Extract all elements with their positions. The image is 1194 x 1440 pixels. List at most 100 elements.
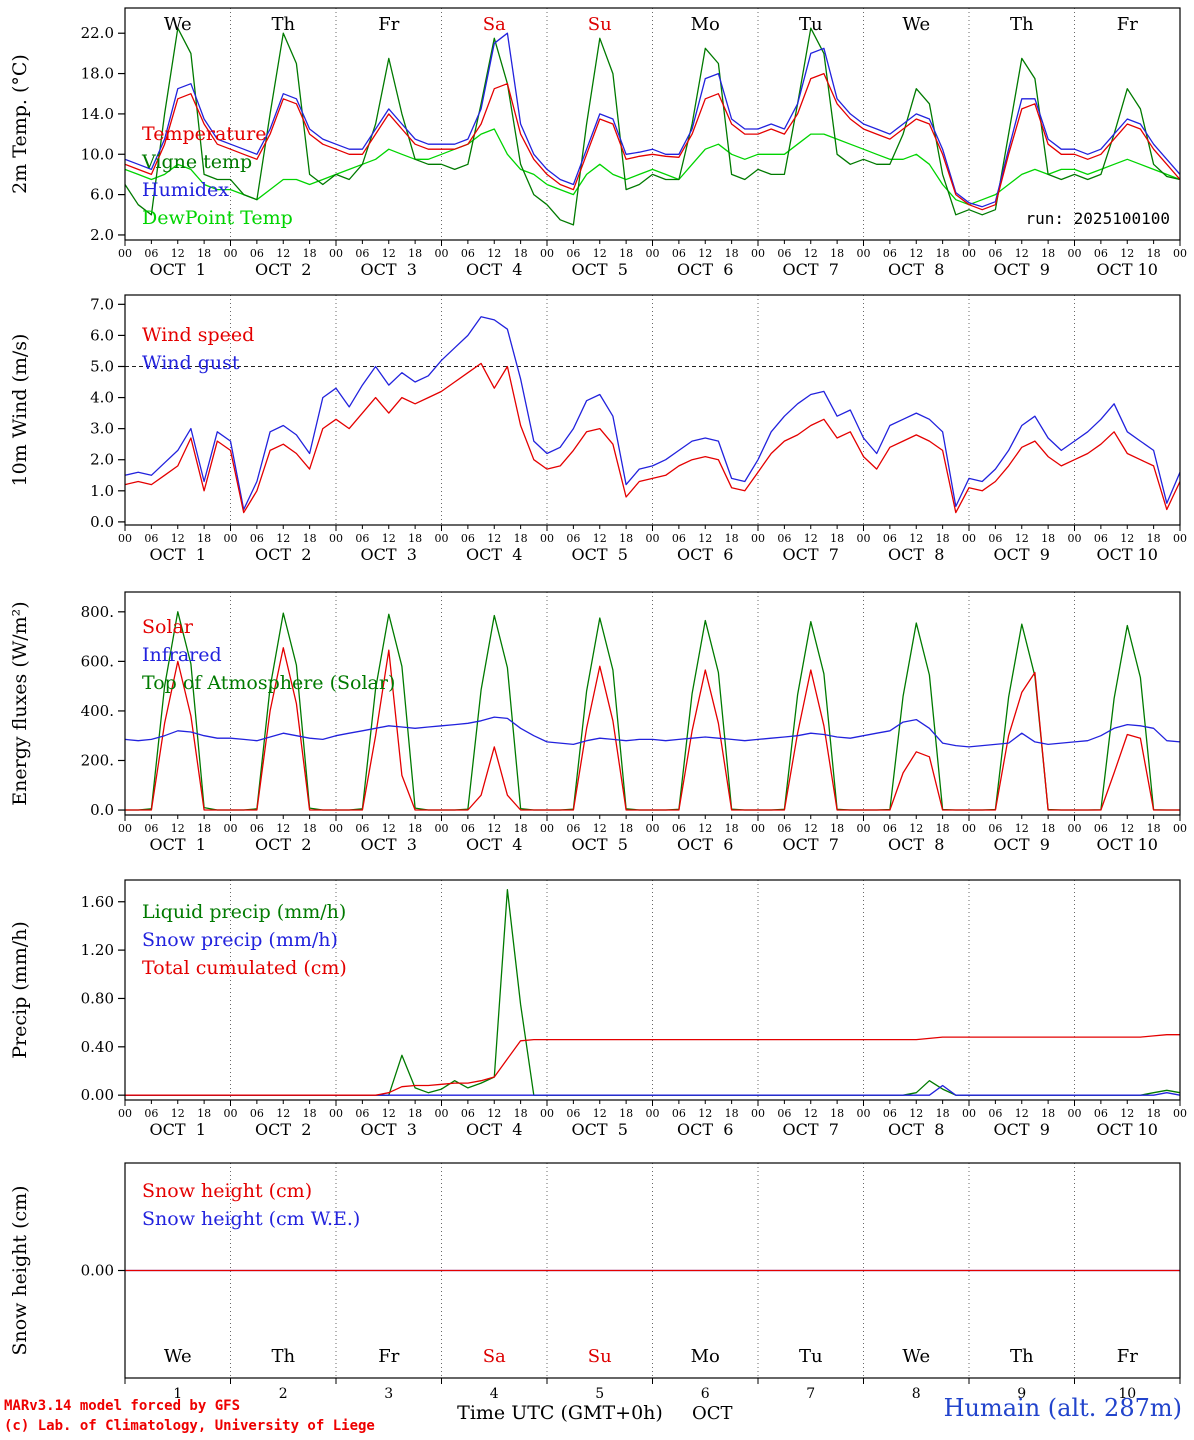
hour-tick-label: 12: [698, 247, 712, 260]
hour-tick-label: 06: [672, 822, 686, 835]
hour-tick-label: 12: [487, 247, 501, 260]
hour-tick-label: 00: [540, 247, 554, 260]
hour-tick-label: 06: [988, 247, 1002, 260]
hour-tick-label: 18: [725, 1107, 739, 1120]
day-name-label: Sa: [483, 1346, 506, 1367]
hour-tick-label: 12: [1120, 532, 1134, 545]
legend-humidex: Humidex: [142, 179, 229, 201]
hour-tick-label: 00: [118, 247, 132, 260]
hour-tick-label: 18: [408, 532, 422, 545]
day-tick-label: OCT 9: [994, 260, 1050, 279]
hour-tick-label: 00: [1173, 532, 1187, 545]
series-infrared: [124, 716, 1181, 748]
hour-tick-label: 06: [144, 247, 158, 260]
hour-tick-label: 06: [250, 247, 264, 260]
y-tick-label: 0.00: [81, 1086, 114, 1104]
day-name-label: Fr: [378, 1346, 399, 1367]
y-tick-label: 10.0: [81, 145, 114, 163]
hour-tick-label: 12: [382, 1107, 396, 1120]
hour-tick-label: 18: [1041, 532, 1055, 545]
run-label: run: 2025100100: [1026, 209, 1171, 228]
hour-tick-label: 12: [698, 822, 712, 835]
day-name-label: Mo: [691, 14, 720, 35]
day-tick-label: OCT 9: [994, 545, 1050, 564]
day-tick-label: OCT 2: [255, 260, 311, 279]
day-tick-label: OCT 3: [361, 260, 417, 279]
series-wind-gust: [124, 316, 1181, 511]
day-tick-label: OCT 9: [994, 1120, 1050, 1139]
hour-tick-label: 12: [593, 247, 607, 260]
hour-tick-label: 06: [250, 822, 264, 835]
legend-snow-precip: Snow precip (mm/h): [142, 929, 338, 951]
y-axis-title: 2m Temp. (°C): [9, 54, 31, 194]
series-dewpoint: [124, 128, 1181, 206]
hour-tick-label: 12: [382, 532, 396, 545]
hour-tick-label: 00: [435, 532, 449, 545]
hour-tick-label: 12: [276, 247, 290, 260]
day-tick-label: OCT 8: [888, 1120, 944, 1139]
hour-tick-label: 00: [857, 1107, 871, 1120]
hour-tick-label: 00: [224, 822, 238, 835]
lab-credit: (c) Lab. of Climatology, University of L…: [4, 1418, 375, 1434]
hour-tick-label: 00: [962, 822, 976, 835]
day-number-label: 3: [384, 1386, 393, 1402]
series-snow-precip: [125, 1084, 1181, 1096]
day-name-label: Th: [1010, 14, 1034, 35]
hour-tick-label: 00: [962, 247, 976, 260]
y-tick-label: 0.00: [81, 1262, 114, 1280]
hour-tick-label: 12: [1120, 247, 1134, 260]
hour-tick-label: 00: [540, 532, 554, 545]
hour-tick-label: 06: [355, 822, 369, 835]
day-tick-label: OCT 8: [888, 260, 944, 279]
hour-tick-label: 12: [276, 822, 290, 835]
y-tick-label: 0.0: [90, 513, 114, 531]
hour-tick-label: 00: [857, 247, 871, 260]
hour-tick-label: 18: [303, 1107, 317, 1120]
series-vigne: [124, 27, 1181, 226]
hour-tick-label: 12: [171, 532, 185, 545]
hour-tick-label: 00: [857, 822, 871, 835]
day-name-label: Fr: [1117, 14, 1138, 35]
hour-tick-label: 18: [1041, 247, 1055, 260]
hour-tick-label: 06: [777, 532, 791, 545]
hour-tick-label: 06: [988, 1107, 1002, 1120]
hour-tick-label: 00: [751, 1107, 765, 1120]
day-tick-label: OCT 1: [150, 545, 206, 564]
hour-tick-label: 12: [276, 532, 290, 545]
day-tick-label: OCT 7: [783, 260, 839, 279]
day-name-label: Th: [271, 1346, 295, 1367]
day-tick-label: OCT 2: [255, 1120, 311, 1139]
day-tick-label: OCT 4: [466, 545, 522, 564]
y-tick-label: 6.0: [90, 186, 114, 204]
hour-tick-label: 06: [883, 247, 897, 260]
hour-tick-label: 18: [830, 822, 844, 835]
hour-tick-label: 00: [1173, 247, 1187, 260]
y-tick-label: 600.: [81, 652, 114, 670]
hour-tick-label: 12: [1015, 247, 1029, 260]
day-name-label: Fr: [1117, 1346, 1138, 1367]
hour-tick-label: 00: [646, 1107, 660, 1120]
hour-tick-label: 00: [751, 532, 765, 545]
hour-tick-label: 12: [171, 1107, 185, 1120]
hour-tick-label: 18: [725, 247, 739, 260]
month-label: OCT: [692, 1403, 733, 1424]
day-number-label: 2: [279, 1386, 288, 1402]
y-axis-title: Energy fluxes (W/m²): [9, 601, 31, 805]
hour-tick-label: 06: [355, 1107, 369, 1120]
hour-tick-label: 06: [777, 1107, 791, 1120]
hour-tick-label: 00: [118, 1107, 132, 1120]
hour-tick-label: 18: [514, 1107, 528, 1120]
hour-tick-label: 18: [303, 822, 317, 835]
hour-tick-label: 06: [461, 532, 475, 545]
hour-tick-label: 06: [672, 1107, 686, 1120]
legend-liquid-precip: Liquid precip (mm/h): [142, 901, 346, 923]
panel-snow: 0.00 Snow height (cm) We Th Fr Sa Su Mo Tu We Th Fr…: [9, 1162, 1181, 1402]
hour-tick-label: 06: [250, 1107, 264, 1120]
day-name-label: We: [164, 1346, 192, 1367]
hour-tick-label: 06: [883, 1107, 897, 1120]
hour-tick-label: 12: [171, 822, 185, 835]
hour-tick-label: 00: [118, 822, 132, 835]
hour-tick-label: 18: [1041, 822, 1055, 835]
hour-tick-label: 06: [461, 247, 475, 260]
day-name-label: We: [164, 14, 192, 35]
